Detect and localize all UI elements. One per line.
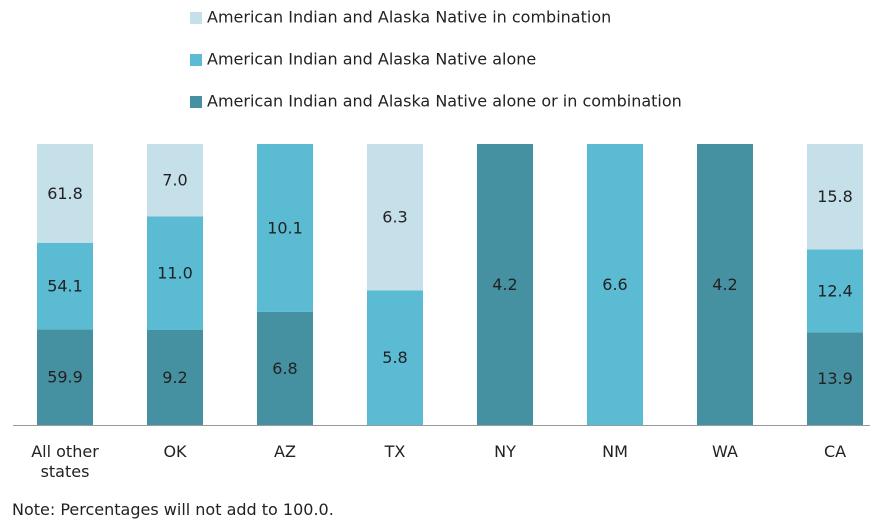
data-label: 9.2 bbox=[162, 368, 187, 387]
data-label: 5.8 bbox=[382, 348, 407, 367]
x-tick-label: WA bbox=[712, 442, 738, 461]
x-tick-label: AZ bbox=[274, 442, 296, 461]
bar-segment bbox=[587, 144, 643, 425]
legend-label: American Indian and Alaska Native alone bbox=[207, 50, 536, 69]
bar-segment bbox=[367, 290, 423, 425]
legend-label: American Indian and Alaska Native in com… bbox=[207, 8, 611, 27]
x-tick-label: OK bbox=[163, 442, 187, 461]
x-tick-label: CA bbox=[823, 442, 847, 461]
data-label: 59.9 bbox=[47, 368, 83, 387]
data-label: 4.2 bbox=[492, 275, 517, 294]
bar-segment bbox=[697, 144, 753, 425]
data-label: 4.2 bbox=[712, 275, 737, 294]
legend-label: American Indian and Alaska Native alone … bbox=[207, 92, 682, 111]
data-label: 12.4 bbox=[817, 281, 853, 300]
bar-segment bbox=[37, 242, 93, 330]
data-label: 15.8 bbox=[817, 187, 853, 206]
x-tick-label: NY bbox=[494, 442, 516, 461]
bar-segment bbox=[37, 329, 93, 425]
data-label: 11.0 bbox=[157, 264, 193, 283]
note: Note: Percentages will not add to 100.0. bbox=[12, 500, 334, 519]
bar-segment bbox=[147, 216, 203, 330]
data-label: 54.1 bbox=[47, 277, 83, 296]
data-label: 61.8 bbox=[47, 184, 83, 203]
data-label: 10.1 bbox=[267, 218, 303, 237]
x-tick-label: NM bbox=[602, 442, 628, 461]
bar-segment bbox=[147, 144, 203, 217]
legend-swatch bbox=[190, 12, 202, 24]
bar-segment bbox=[257, 311, 313, 425]
data-label: 6.8 bbox=[272, 359, 297, 378]
bar-segment bbox=[807, 144, 863, 250]
bar-segment bbox=[807, 332, 863, 425]
bar-segment bbox=[37, 144, 93, 243]
bar-segment bbox=[807, 249, 863, 333]
legend-swatch bbox=[190, 96, 202, 108]
data-label: 6.3 bbox=[382, 208, 407, 227]
data-label: 7.0 bbox=[162, 171, 187, 190]
data-label: 13.9 bbox=[817, 369, 853, 388]
bar-segment bbox=[367, 144, 423, 291]
bar-segment bbox=[477, 144, 533, 425]
data-label: 6.6 bbox=[602, 275, 627, 294]
x-tick-label: All other states bbox=[31, 442, 99, 481]
x-tick-label: TX bbox=[384, 442, 406, 461]
legend-swatch bbox=[190, 54, 202, 66]
bar-segment bbox=[147, 329, 203, 425]
bar-segment bbox=[257, 144, 313, 312]
